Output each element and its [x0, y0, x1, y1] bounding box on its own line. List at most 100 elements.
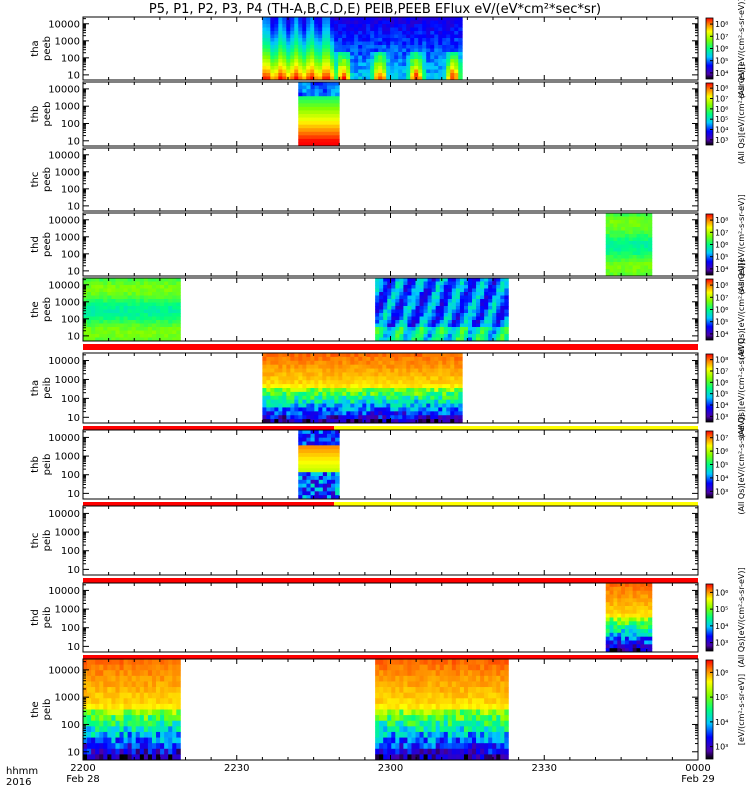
- spectrogram-cell: [151, 337, 157, 342]
- spectrogram-cell: [282, 403, 287, 408]
- spectrogram-cell: [500, 302, 505, 307]
- spectrogram-cell: [628, 586, 634, 592]
- spectrogram-cell: [398, 48, 403, 53]
- spectrogram-cell: [362, 376, 367, 381]
- spectrogram-cell: [463, 337, 469, 342]
- spectrogram-cell: [644, 586, 649, 592]
- spectrogram-cell: [378, 403, 383, 408]
- spectrogram-cell: [644, 244, 649, 249]
- spectrogram-cell: [306, 31, 311, 35]
- spectrogram-cell: [446, 356, 451, 362]
- spectrogram-cell: [438, 55, 443, 60]
- spectrogram-cell: [454, 69, 459, 74]
- spectrogram-cell: [318, 415, 323, 420]
- spectrogram-cell: [609, 244, 614, 249]
- spectrogram-cell: [613, 220, 618, 224]
- spectrogram-cell: [648, 213, 653, 217]
- spectrogram-cell: [648, 583, 653, 588]
- spectrogram-cell: [270, 376, 275, 381]
- spectrogram-segment: [262, 353, 463, 424]
- spectrogram-cell: [350, 20, 355, 25]
- spectrogram-cell: [164, 295, 169, 300]
- spectrogram-cell: [115, 330, 120, 335]
- spectrogram-cell: [91, 754, 96, 761]
- spectrogram-cell: [458, 38, 463, 42]
- spectrogram-cell: [422, 380, 427, 385]
- spectrogram-cell: [151, 288, 157, 293]
- spectrogram-cell: [447, 327, 453, 331]
- spectrogram-cell: [617, 629, 622, 634]
- spectrogram-cell: [419, 278, 424, 282]
- spectrogram-cell: [609, 269, 614, 273]
- spectrogram-cell: [302, 433, 307, 439]
- spectrogram-cell: [266, 353, 271, 358]
- spectrogram-cell: [492, 337, 497, 342]
- spectrogram-cell: [468, 302, 473, 307]
- spectrogram-cell: [609, 609, 614, 615]
- spectrogram-cell: [605, 629, 610, 634]
- spectrogram-cell: [83, 327, 88, 331]
- spectrogram-cell: [168, 320, 173, 324]
- spectrogram-cell: [621, 220, 626, 224]
- spectrogram-cell: [458, 31, 463, 35]
- spectrogram-cell: [648, 629, 653, 634]
- spectrogram-cell: [438, 356, 443, 362]
- spectrogram-cell: [274, 415, 279, 420]
- spectrogram-cell: [322, 17, 327, 21]
- spectrogram-cell: [139, 278, 145, 282]
- spectrogram-cell: [617, 590, 622, 595]
- spectrogram-cell: [266, 407, 271, 412]
- spectrogram-cell: [426, 360, 431, 366]
- spectrogram-cell: [326, 464, 332, 469]
- spectrogram-cell: [123, 726, 129, 733]
- spectrogram-cell: [370, 52, 375, 56]
- spectrogram-cell: [422, 45, 427, 49]
- spectrogram-cell: [164, 292, 169, 296]
- spectrogram-cell: [648, 227, 653, 231]
- spectrogram-cell: [394, 376, 399, 381]
- spectrogram-cell: [398, 380, 403, 385]
- spectrogram-cell: [418, 66, 423, 70]
- spectrogram-cell: [115, 720, 120, 727]
- spectrogram-cell: [476, 337, 481, 342]
- colorbar-tick-label: 10³: [715, 639, 728, 648]
- spectrogram-cell: [609, 255, 614, 259]
- spectrogram-cell: [624, 586, 630, 592]
- spectrogram-cell: [314, 445, 320, 450]
- spectrogram-cell: [640, 598, 645, 603]
- spectrogram-cell: [468, 281, 473, 286]
- spectrogram-cell: [346, 52, 351, 56]
- spectrogram-cell: [266, 48, 271, 53]
- spectrogram-cell: [458, 41, 463, 46]
- spectrogram-cell: [450, 38, 455, 42]
- spectrogram-cell: [447, 299, 453, 303]
- spectrogram-cell: [446, 20, 451, 25]
- spectrogram-cell: [450, 55, 455, 60]
- spectrogram-cell: [326, 353, 331, 358]
- spectrogram-cell: [342, 48, 347, 53]
- spectrogram-cell: [418, 59, 423, 63]
- spectrogram-cell: [644, 590, 649, 595]
- spectrogram-cell: [127, 288, 133, 293]
- spectrogram-cell: [414, 20, 419, 25]
- spectrogram-cell: [434, 38, 439, 42]
- spectrogram-cell: [322, 472, 328, 477]
- panel-y-label: peib: [42, 454, 53, 476]
- spectrogram-cell: [415, 327, 420, 331]
- spectrogram-cell: [302, 441, 307, 446]
- spectrogram-cell: [640, 234, 645, 238]
- spectrogram-cell: [391, 327, 396, 331]
- spectrogram-cell: [322, 407, 327, 412]
- spectrogram-cell: [326, 441, 332, 446]
- spectrogram-cell: [298, 117, 303, 122]
- spectrogram-cell: [435, 281, 441, 286]
- spectrogram-cell: [434, 73, 439, 77]
- spectrogram-cell: [386, 17, 391, 21]
- spectrogram-cell: [127, 323, 133, 328]
- spectrogram-cell: [119, 302, 124, 307]
- spectrogram-cell: [395, 327, 400, 331]
- spectrogram-cell: [500, 295, 505, 300]
- spectrogram-cell: [609, 241, 614, 245]
- spectrogram-cell: [434, 395, 439, 401]
- spectrogram-cell: [354, 17, 359, 21]
